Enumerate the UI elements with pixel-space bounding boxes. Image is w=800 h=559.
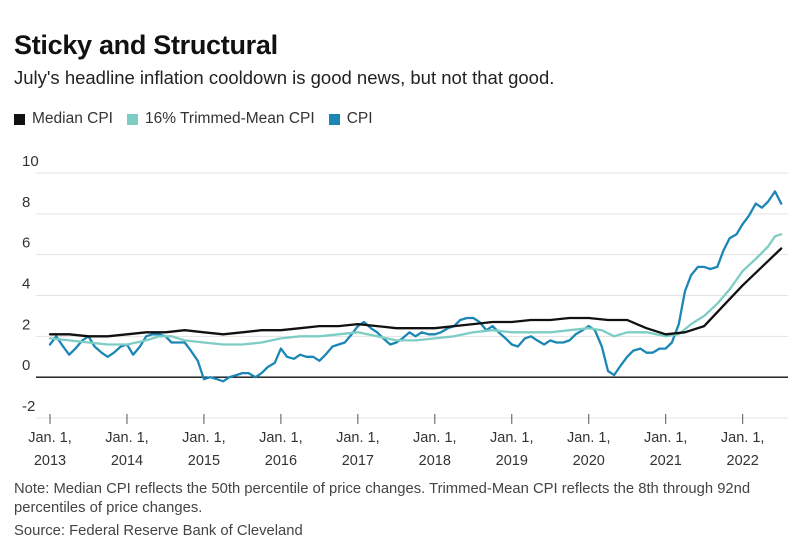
- x-tick-label-line2: 2022: [727, 453, 759, 469]
- legend-swatch-median-cpi: [14, 113, 25, 125]
- legend-item-trimmed-mean-cpi: 16% Trimmed-Mean CPI: [126, 110, 315, 128]
- chart-subtitle: July's headline inflation cooldown is go…: [14, 67, 555, 88]
- x-tick-label-line2: 2013: [34, 453, 66, 469]
- x-tick-label-line2: 2015: [188, 453, 220, 469]
- x-tick-label-line1: Jan. 1,: [567, 430, 611, 446]
- y-tick-label: 4: [22, 276, 30, 293]
- x-tick-label-line1: Jan. 1,: [721, 430, 765, 446]
- y-tick-label: 10: [22, 153, 39, 170]
- x-tick-label-line1: Jan. 1,: [413, 430, 457, 446]
- y-tick-label: 0: [22, 357, 30, 374]
- x-tick-label-line2: 2018: [419, 453, 451, 469]
- x-tick-label-line1: Jan. 1,: [105, 430, 149, 446]
- legend-swatch-cpi: [328, 113, 340, 125]
- x-tick-label-line2: 2016: [265, 453, 297, 469]
- x-tick-label-line1: Jan. 1,: [182, 430, 226, 446]
- legend: Median CPI 16% Trimmed-Mean CPI CPI: [14, 110, 387, 128]
- y-tick-label: 6: [22, 235, 30, 252]
- chart-note: Note: Median CPI reflects the 50th perce…: [14, 481, 751, 516]
- x-tick-label-line1: Jan. 1,: [28, 430, 72, 446]
- legend-label-cpi: CPI: [346, 110, 373, 127]
- chart-source: Source: Federal Reserve Bank of Clevelan…: [14, 523, 303, 539]
- x-tick-label-line2: 2017: [342, 453, 374, 469]
- legend-item-median-cpi: Median CPI: [14, 110, 113, 128]
- y-tick-label: -2: [22, 398, 35, 415]
- y-tick-label: 2: [22, 316, 30, 333]
- x-tick-label-line2: 2014: [111, 453, 143, 469]
- legend-item-cpi: CPI: [328, 110, 373, 128]
- y-tick-label: 8: [22, 194, 30, 211]
- legend-label-median-cpi: Median CPI: [32, 110, 113, 127]
- legend-label-trimmed-mean-cpi: 16% Trimmed-Mean CPI: [144, 110, 315, 127]
- series-line-16-trimmed-mean-cpi: [48, 233, 783, 346]
- x-tick-label-line2: 2020: [573, 453, 605, 469]
- x-tick-label-line1: Jan. 1,: [644, 430, 688, 446]
- x-tick-label-line2: 2019: [496, 453, 528, 469]
- line-chart: 10 8 6 4 2 0 -2 Jan. 1, 2013 Jan. 1, 2014 Jan. 1, 20…: [22, 153, 788, 469]
- chart-title: Sticky and Structural: [14, 30, 278, 60]
- x-tick-label-line2: 2021: [650, 453, 682, 469]
- series-line-median-cpi: [48, 247, 783, 338]
- series-line-cpi: [48, 190, 783, 383]
- x-tick-label-line1: Jan. 1,: [259, 430, 303, 446]
- x-tick-label-line1: Jan. 1,: [490, 430, 534, 446]
- legend-swatch-trimmed-mean-cpi: [126, 113, 138, 125]
- x-tick-label-line1: Jan. 1,: [336, 430, 380, 446]
